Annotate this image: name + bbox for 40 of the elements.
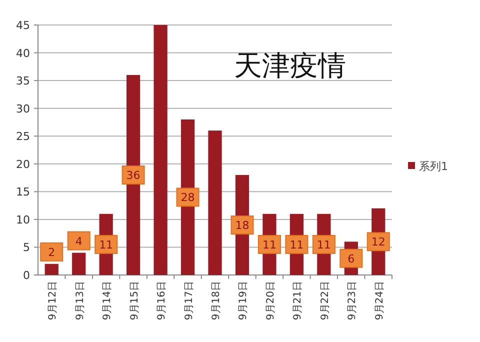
data-label: 36 (126, 169, 140, 182)
data-label: 4 (75, 234, 82, 248)
data-label: 2 (48, 246, 56, 259)
x-tick-label: 9月22日 (320, 281, 331, 320)
y-tick-label: 35 (16, 74, 30, 88)
data-label: 11 (262, 238, 276, 252)
y-tick-label: 30 (16, 102, 30, 116)
x-tick-label: 9月14日 (102, 281, 114, 320)
y-tick-label: 45 (16, 19, 30, 32)
data-label: 11 (290, 238, 304, 252)
y-tick-label: 0 (23, 269, 30, 282)
bar (154, 25, 168, 275)
x-tick-label: 9月17日 (184, 281, 195, 320)
x-tick-label: 9月18日 (211, 281, 222, 320)
y-tick-label: 40 (16, 46, 30, 60)
data-label: 28 (180, 191, 195, 204)
data-label: 12 (371, 236, 386, 249)
text: 天津疫情 (234, 49, 346, 82)
x-tick-label: 9月20日 (265, 281, 276, 320)
x-tick-label: 9月15日 (129, 281, 140, 320)
x-tick-label: 9月12日 (48, 281, 59, 320)
x-tick-label: 9月13日 (74, 281, 86, 320)
x-tick-label: 9月23日 (347, 281, 358, 320)
y-tick-label: 25 (16, 130, 30, 144)
x-tick-label: 9月16日 (156, 281, 168, 320)
data-label: 11 (316, 238, 331, 252)
legend-label: 系列1 (419, 160, 448, 173)
bar (72, 252, 86, 275)
y-tick-label: 20 (16, 158, 30, 171)
y-tick-label: 5 (23, 241, 30, 254)
y-tick-label: 10 (16, 213, 30, 226)
x-tick-label: 9月24日 (374, 281, 386, 320)
x-tick-label: 9月21日 (292, 281, 304, 320)
y-tick-label: 15 (16, 186, 30, 199)
data-label: 6 (348, 252, 355, 266)
data-label: 18 (235, 219, 250, 232)
bar (208, 130, 222, 275)
x-tick-label: 9月19日 (238, 281, 250, 320)
data-label: 11 (99, 238, 114, 252)
bar (44, 264, 58, 275)
